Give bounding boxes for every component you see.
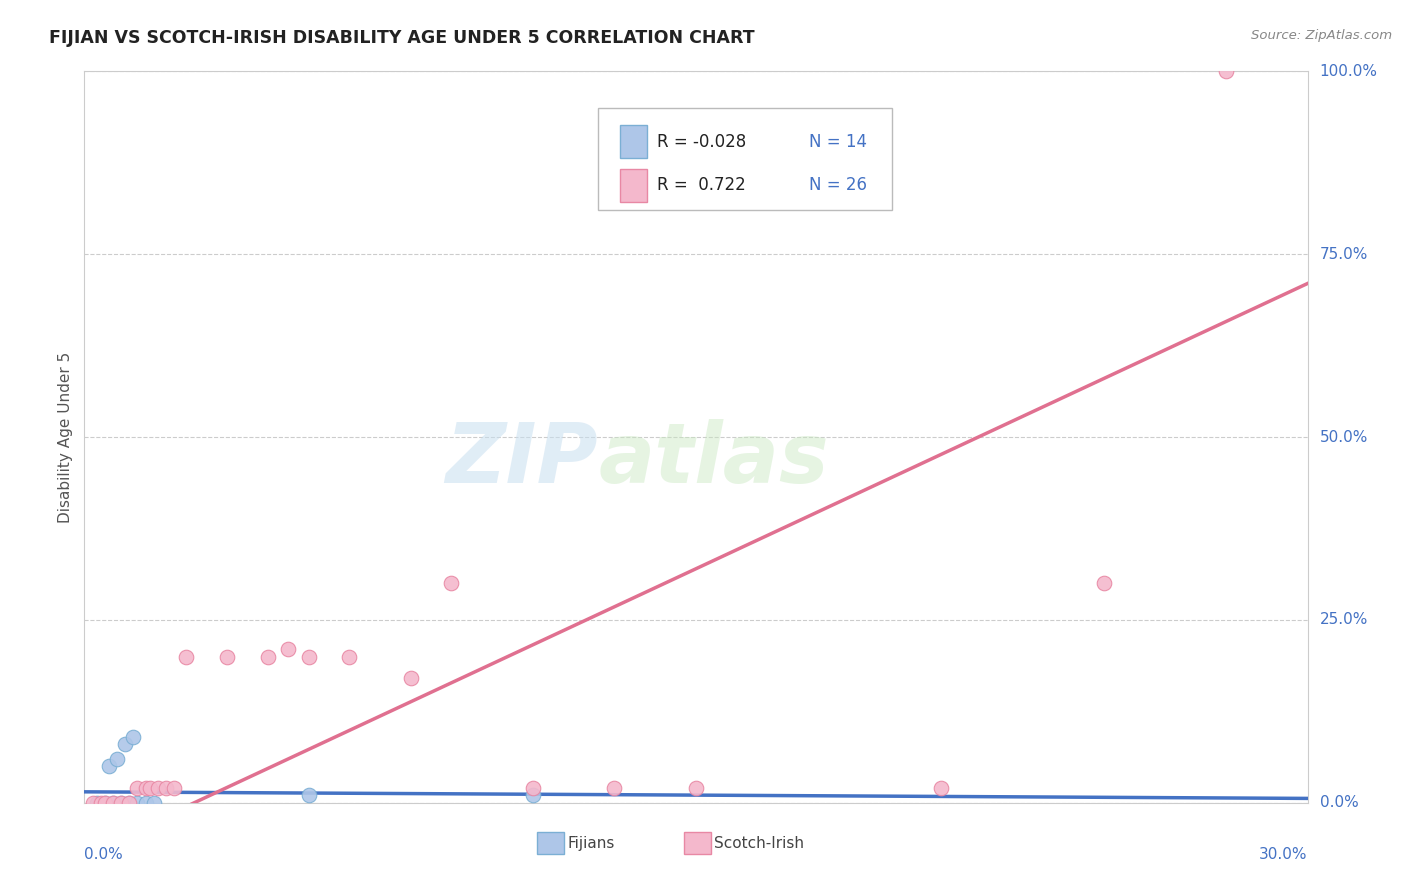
Point [257,649,280,664]
Point [138,781,160,796]
Text: Scotch-Irish: Scotch-Irish [714,836,804,851]
Text: FIJIAN VS SCOTCH-IRISH DISABILITY AGE UNDER 5 CORRELATION CHART: FIJIAN VS SCOTCH-IRISH DISABILITY AGE UN… [49,29,755,46]
Point [298,649,321,664]
Point [135,781,157,796]
Point [118,796,141,810]
Point [142,796,165,810]
Point [101,796,124,810]
Text: 30.0%: 30.0% [1260,847,1308,862]
Point [97,759,120,773]
Point [298,789,321,803]
Text: ZIP: ZIP [446,418,598,500]
Point [146,781,169,796]
Text: 0.0%: 0.0% [84,847,124,862]
Point [127,781,149,796]
Y-axis label: Disability Age Under 5: Disability Age Under 5 [58,351,73,523]
Point [82,796,104,810]
Point [522,781,544,796]
Text: N = 26: N = 26 [810,177,868,194]
Text: Source: ZipAtlas.com: Source: ZipAtlas.com [1251,29,1392,42]
Point [122,730,145,744]
Point [101,796,124,810]
Point [105,752,128,766]
Point [114,737,136,751]
Point [339,649,361,664]
Point [127,796,149,810]
Point [1215,64,1237,78]
Point [110,796,132,810]
Text: 0.0%: 0.0% [1320,796,1358,810]
Point [110,796,132,810]
Point [522,789,544,803]
Point [86,796,108,810]
Text: R =  0.722: R = 0.722 [657,177,745,194]
Point [685,781,707,796]
Point [217,649,239,664]
Point [1092,576,1115,591]
Text: 25.0%: 25.0% [1320,613,1368,627]
Text: 75.0%: 75.0% [1320,247,1368,261]
Point [929,781,952,796]
Text: atlas: atlas [598,418,828,500]
Point [90,796,112,810]
Point [440,576,463,591]
FancyBboxPatch shape [598,108,891,211]
Point [93,796,115,810]
Text: Fijians: Fijians [568,836,614,851]
FancyBboxPatch shape [620,169,647,202]
Point [118,796,141,810]
FancyBboxPatch shape [620,125,647,158]
Text: 50.0%: 50.0% [1320,430,1368,444]
Point [174,649,197,664]
Point [163,781,186,796]
Point [603,781,626,796]
Text: N = 14: N = 14 [810,133,868,151]
Point [277,642,299,657]
Text: 100.0%: 100.0% [1320,64,1378,78]
Point [135,796,157,810]
FancyBboxPatch shape [683,832,710,854]
Point [93,796,115,810]
FancyBboxPatch shape [537,832,564,854]
Text: R = -0.028: R = -0.028 [657,133,747,151]
Point [155,781,177,796]
Point [399,672,422,686]
